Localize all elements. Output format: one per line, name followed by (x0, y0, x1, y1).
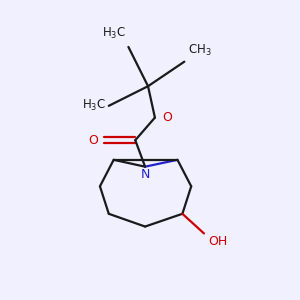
Text: H$_3$C: H$_3$C (102, 26, 126, 41)
Text: H$_3$C: H$_3$C (82, 98, 106, 113)
Text: N: N (140, 168, 150, 181)
Text: O: O (88, 134, 98, 147)
Text: OH: OH (208, 236, 227, 248)
Text: CH$_3$: CH$_3$ (188, 43, 212, 58)
Text: O: O (162, 111, 172, 124)
